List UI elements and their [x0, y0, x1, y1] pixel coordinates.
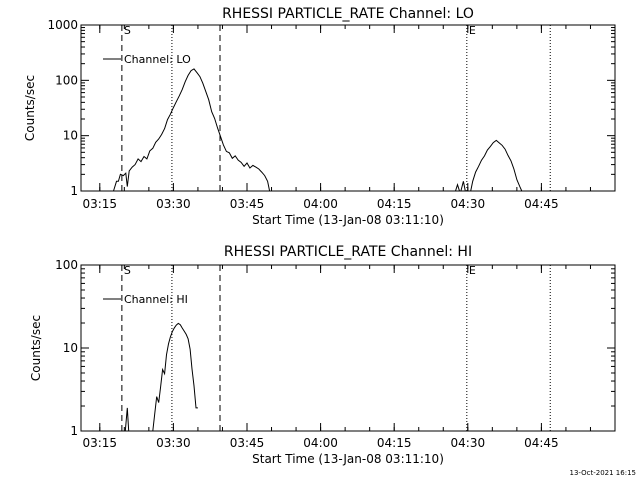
y-tick-label: 10 — [63, 129, 78, 143]
series-line — [455, 181, 466, 192]
y-axis-label: Counts/sec — [29, 315, 43, 381]
legend-label: Channel: HI — [124, 293, 188, 306]
x-axis-label: Start Time (13-Jan-08 03:11:10) — [252, 452, 444, 466]
x-tick-label: 04:45 — [524, 197, 559, 211]
chart-title: RHESSI PARTICLE_RATE Channel: LO — [222, 6, 474, 22]
footer-timestamp: 13-Oct-2021 16:15 — [570, 469, 636, 477]
legend-label: Channel: LO — [124, 53, 191, 66]
x-tick-label: 03:15 — [82, 436, 117, 450]
plot-frame — [80, 24, 616, 192]
marker-label: S — [124, 24, 131, 37]
series-line — [152, 322, 198, 432]
series-line — [470, 139, 523, 192]
x-tick-label: 03:45 — [230, 197, 265, 211]
x-tick-label: 04:30 — [451, 436, 486, 450]
y-tick-label: 1 — [70, 424, 78, 438]
marker-label: E — [469, 264, 476, 277]
marker-label: S — [124, 264, 131, 277]
chart-title: RHESSI PARTICLE_RATE Channel: HI — [224, 244, 472, 260]
y-tick-label: 100 — [55, 258, 78, 272]
x-tick-label: 03:30 — [156, 436, 191, 450]
x-tick-label: 04:15 — [377, 436, 412, 450]
y-tick-label: 1000 — [47, 18, 78, 32]
x-tick-label: 04:15 — [377, 197, 412, 211]
x-tick-label: 04:45 — [524, 436, 559, 450]
x-tick-label: 04:00 — [303, 197, 338, 211]
y-tick-label: 100 — [55, 73, 78, 87]
x-tick-label: 03:45 — [230, 436, 265, 450]
x-tick-label: 04:30 — [451, 197, 486, 211]
x-tick-label: 04:00 — [303, 436, 338, 450]
marker-label: E — [469, 24, 476, 37]
x-tick-label: 03:15 — [82, 197, 117, 211]
plot-frame — [80, 264, 616, 432]
y-tick-label: 1 — [70, 184, 78, 198]
y-axis-label: Counts/sec — [23, 75, 37, 141]
y-tick-label: 10 — [63, 341, 78, 355]
series-line — [124, 407, 130, 432]
series-line — [113, 68, 271, 192]
x-axis-label: Start Time (13-Jan-08 03:11:10) — [252, 213, 444, 227]
x-tick-label: 03:30 — [156, 197, 191, 211]
